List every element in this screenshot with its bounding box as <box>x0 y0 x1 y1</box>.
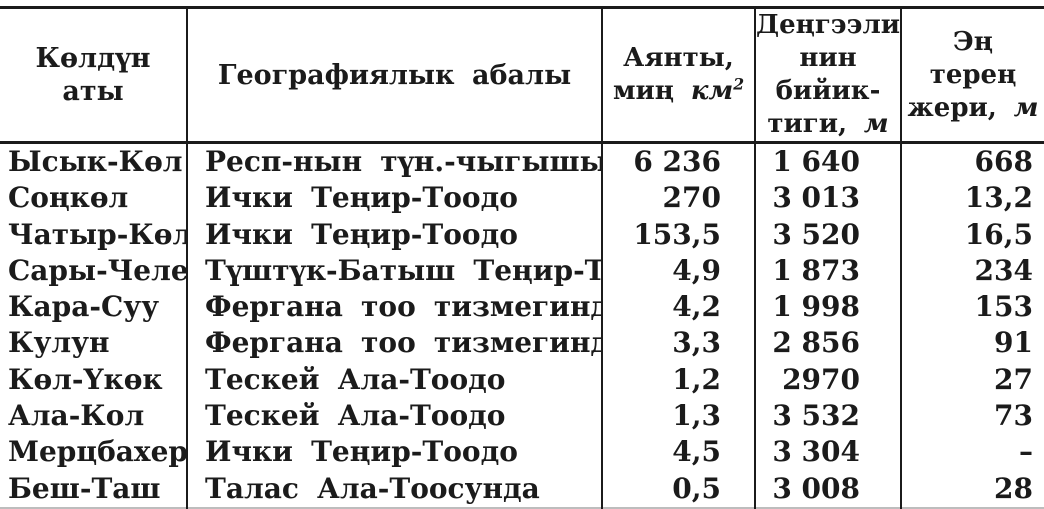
area-cell: 270 <box>601 180 755 217</box>
table-row: Кара-Суу Фергана тоо тизмегинде 4,2 1 99… <box>0 289 1044 326</box>
area-cell: 1,3 <box>601 398 755 435</box>
table-row: Кулун Фергана тоо тизмегинде 3,3 2 856 9… <box>0 325 1044 362</box>
header-text: жери, м <box>907 92 1039 123</box>
area-cell: 3,3 <box>601 325 755 362</box>
header-location: Географиялык абалы <box>186 7 602 144</box>
location-cell: Респ-нын түн.-чыгышында <box>186 142 602 181</box>
header-text: Эң терең <box>929 26 1017 90</box>
lake-name-cell: Кара-Суу <box>8 290 160 324</box>
table-header: Көлдүн аты Географиялык абалы Аянты, миң… <box>0 7 1044 144</box>
header-area: Аянты, миң км2 <box>601 7 755 144</box>
depth-cell: 27 <box>900 361 1044 399</box>
area-cell: 153,5 <box>601 216 755 253</box>
depth-cell: 91 <box>900 325 1044 362</box>
location-cell: Фергана тоо тизмегинде <box>186 325 602 362</box>
elevation-cell: 3 008 <box>754 470 901 508</box>
header-text: Аянты, <box>623 43 734 73</box>
depth-cell: 13,2 <box>900 180 1044 217</box>
elevation-cell: 2970 <box>754 361 901 399</box>
location-cell: Фергана тоо тизмегинде <box>186 289 602 326</box>
area-cell: 0,5 <box>601 470 755 508</box>
location-cell: Тескей Ала-Тоодо <box>186 398 602 435</box>
location-cell: Түштүк-Батыш Теңир-Тоодо <box>186 252 602 290</box>
lakes-table: Көлдүн аты Географиялык абалы Аянты, миң… <box>0 6 1044 509</box>
lake-name-cell: Соңкөл <box>8 181 129 215</box>
area-cell: 4,2 <box>601 289 755 326</box>
location-cell: Тескей Ала-Тоодо <box>186 361 602 399</box>
elevation-cell: 3 013 <box>754 180 901 217</box>
table-row: Мерцбахер Ички Теңир-Тоодо 4,5 3 304 – <box>0 434 1044 471</box>
area-cell: 4,5 <box>601 434 755 471</box>
lake-name-cell: Чатыр-Көл <box>8 217 187 251</box>
elevation-cell: 1 998 <box>754 289 901 326</box>
lake-name-cell: Ысык-Көл <box>8 145 183 178</box>
elevation-cell: 3 532 <box>754 398 901 435</box>
header-elevation: Деңгээли- нин бийик- тиги, м <box>754 7 901 144</box>
depth-cell: 668 <box>900 142 1044 181</box>
table-row: Чатыр-Көл Ички Теңир-Тоодо 153,5 3 520 1… <box>0 216 1044 253</box>
lake-name-cell: Көл-Үкөк <box>8 362 163 396</box>
header-text: нин бийик- <box>775 43 881 106</box>
table-row: Көл-Үкөк Тескей Ала-Тоодо 1,2 2970 27 <box>0 361 1044 399</box>
table-body: Ысык-Көл Респ-нын түн.-чыгышында 6 236 1… <box>0 142 1044 508</box>
lake-name-cell: Ала-Кол <box>8 399 145 433</box>
elevation-cell: 3 520 <box>754 216 901 253</box>
location-cell: Ички Теңир-Тоодо <box>186 216 602 253</box>
depth-cell: 16,5 <box>900 216 1044 253</box>
depth-cell: – <box>900 434 1044 471</box>
header-text: Географиялык абалы <box>217 59 572 91</box>
elevation-cell: 2 856 <box>754 325 901 362</box>
area-cell: 1,2 <box>601 361 755 399</box>
location-cell: Талас Ала-Тоосунда <box>186 470 602 508</box>
table-row: Беш-Таш Талас Ала-Тоосунда 0,5 3 008 28 <box>0 470 1044 508</box>
unit-m: м <box>1013 92 1039 123</box>
table-row: Ысык-Көл Респ-нын түн.-чыгышында 6 236 1… <box>0 142 1044 181</box>
elevation-cell: 1 873 <box>754 252 901 290</box>
elevation-cell: 1 640 <box>754 142 901 181</box>
header-text: миң км2 <box>612 74 745 106</box>
depth-cell: 73 <box>900 398 1044 435</box>
depth-cell: 153 <box>900 289 1044 326</box>
lake-name-cell: Кулун <box>8 326 110 360</box>
area-cell: 6 236 <box>601 142 755 181</box>
header-row: Көлдүн аты Географиялык абалы Аянты, миң… <box>0 7 1044 144</box>
header-lake-name: Көлдүн аты <box>0 7 187 144</box>
table-row: Сары-Челек Түштүк-Батыш Теңир-Тоодо 4,9 … <box>0 252 1044 290</box>
unit-km2: км <box>690 76 734 106</box>
location-cell: Ички Теңир-Тоодо <box>186 434 602 471</box>
unit-m: м <box>863 109 889 139</box>
depth-cell: 234 <box>900 252 1044 290</box>
depth-cell: 28 <box>900 470 1044 508</box>
lake-name-cell: Сары-Челек <box>8 253 187 287</box>
header-text: Деңгээли- <box>756 10 901 40</box>
lake-name-cell: Мерцбахер <box>8 435 187 469</box>
table-row: Соңкөл Ички Теңир-Тоодо 270 3 013 13,2 <box>0 180 1044 217</box>
location-cell: Ички Теңир-Тоодо <box>186 180 602 217</box>
header-text: тиги, м <box>767 109 889 139</box>
lake-name-cell: Беш-Таш <box>8 471 161 505</box>
header-text: Көлдүн аты <box>35 43 151 107</box>
area-cell: 4,9 <box>601 252 755 290</box>
header-depth: Эң терең жери, м <box>900 7 1044 144</box>
elevation-cell: 3 304 <box>754 434 901 471</box>
table-row: Ала-Кол Тескей Ала-Тоодо 1,3 3 532 73 <box>0 398 1044 435</box>
superscript-2: 2 <box>733 74 745 94</box>
